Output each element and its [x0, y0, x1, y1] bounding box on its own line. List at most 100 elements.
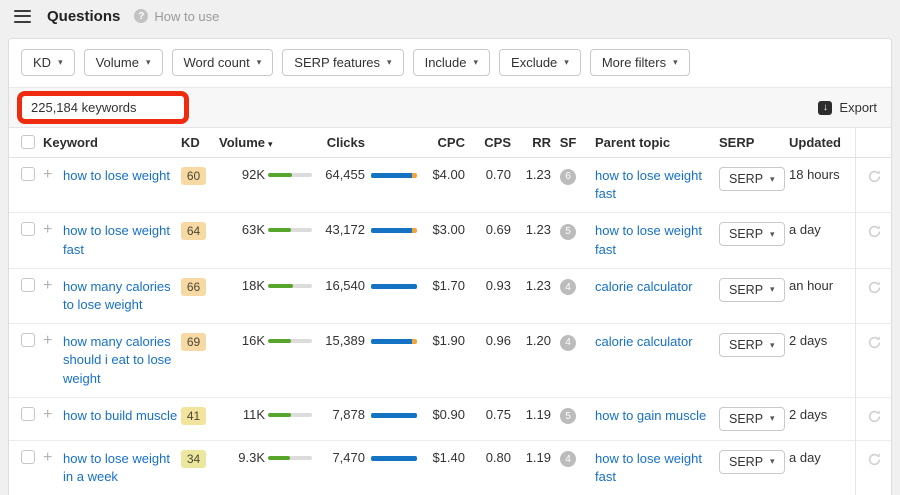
add-to-list-icon[interactable]: + — [43, 448, 53, 466]
volume-value: 11K — [219, 397, 265, 441]
volume-value: 18K — [219, 268, 265, 325]
keyword-link[interactable]: how many calories should i eat to lose w… — [63, 334, 172, 386]
download-icon: ↓ — [818, 100, 833, 115]
table-header-row: Keyword KD Volume ▾ Clicks CPC CPS RR SF … — [9, 128, 891, 158]
clicks-bar — [371, 412, 417, 418]
chevron-down-icon: ▾ — [387, 57, 392, 67]
serp-dropdown[interactable]: SERP ▾ — [719, 277, 785, 302]
refresh-icon[interactable] — [867, 409, 882, 427]
refresh-icon[interactable] — [867, 169, 882, 187]
col-updated[interactable]: Updated — [789, 128, 855, 158]
filter-word-count[interactable]: Word count ▾ — [171, 49, 274, 76]
volume-bar — [268, 339, 312, 344]
filter-kd[interactable]: KD ▾ — [21, 49, 75, 76]
cps-value: 0.75 — [465, 397, 511, 441]
refresh-icon[interactable] — [867, 224, 882, 242]
rr-value: 1.23 — [511, 268, 551, 325]
keyword-link[interactable]: how to lose weight — [63, 168, 170, 183]
add-to-list-icon[interactable]: + — [43, 276, 53, 294]
how-to-use-link[interactable]: ? How to use — [134, 9, 219, 24]
row-checkbox[interactable] — [21, 449, 35, 464]
add-to-list-icon[interactable]: + — [43, 221, 53, 239]
volume-value: 92K — [219, 157, 265, 214]
col-cps[interactable]: CPS — [465, 128, 511, 158]
row-checkbox[interactable] — [21, 277, 35, 292]
col-keyword[interactable]: Keyword — [43, 128, 181, 158]
rr-value: 1.23 — [511, 212, 551, 269]
export-button[interactable]: ↓ Export — [818, 100, 877, 115]
serp-dropdown[interactable]: SERP ▾ — [719, 167, 785, 191]
volume-bar — [268, 283, 312, 288]
row-checkbox[interactable] — [21, 406, 35, 421]
menu-icon[interactable] — [14, 9, 31, 23]
chevron-down-icon: ▾ — [770, 339, 775, 350]
row-checkbox[interactable] — [21, 167, 35, 181]
chevron-down-icon: ▾ — [770, 456, 775, 467]
serp-dropdown[interactable]: SERP ▾ — [719, 449, 785, 474]
cpc-value: $1.70 — [423, 268, 465, 325]
chevron-down-icon: ▾ — [256, 57, 262, 67]
refresh-icon[interactable] — [867, 280, 882, 298]
filter-exclude[interactable]: Exclude ▾ — [499, 49, 581, 76]
cps-value: 0.96 — [465, 323, 511, 398]
keyword-link[interactable]: how to lose weight in a week — [63, 450, 170, 484]
refresh-icon[interactable] — [867, 452, 882, 470]
clicks-bar — [371, 173, 417, 178]
serp-features-badge: 4 — [560, 279, 576, 296]
chevron-down-icon: ▾ — [673, 57, 678, 67]
rr-value: 1.19 — [511, 440, 551, 495]
chevron-down-icon: ▾ — [145, 57, 151, 67]
clicks-bar — [371, 283, 417, 289]
parent-topic-link[interactable]: how to lose weight fast — [595, 168, 702, 202]
parent-topic-link[interactable]: how to lose weight fast — [595, 223, 702, 257]
add-to-list-icon[interactable]: + — [43, 405, 53, 423]
results-toolbar: 225,184 keywords ↓ Export — [9, 87, 891, 128]
row-checkbox[interactable] — [21, 333, 35, 348]
col-clicks[interactable]: Clicks — [315, 128, 365, 158]
clicks-value: 15,389 — [315, 323, 365, 398]
col-rr[interactable]: RR — [511, 128, 551, 158]
keywords-table: Keyword KD Volume ▾ Clicks CPC CPS RR SF … — [9, 128, 891, 495]
parent-topic-link[interactable]: how to gain muscle — [595, 407, 707, 423]
select-all-checkbox[interactable] — [21, 135, 35, 149]
serp-dropdown[interactable]: SERP ▾ — [719, 406, 785, 431]
col-volume[interactable]: Volume ▾ — [219, 128, 315, 158]
refresh-icon[interactable] — [867, 335, 882, 353]
parent-topic-link[interactable]: calorie calculator — [595, 334, 693, 350]
keyword-link[interactable]: how many calories to lose weight — [63, 278, 171, 312]
updated-value: 2 days — [789, 397, 855, 441]
add-to-list-icon[interactable]: + — [43, 332, 53, 350]
filter-more-filters[interactable]: More filters ▾ — [589, 49, 690, 76]
filter-volume[interactable]: Volume ▾ — [83, 49, 163, 76]
col-parent-topic[interactable]: Parent topic — [585, 128, 719, 158]
serp-features-badge: 5 — [560, 223, 576, 240]
serp-dropdown[interactable]: SERP ▾ — [719, 222, 785, 247]
clicks-value: 16,540 — [315, 268, 365, 325]
serp-dropdown[interactable]: SERP ▾ — [719, 333, 785, 358]
volume-value: 9.3K — [219, 440, 265, 495]
parent-topic-link[interactable]: calorie calculator — [595, 278, 693, 294]
col-sf[interactable]: SF — [551, 128, 585, 158]
rr-value: 1.20 — [511, 323, 551, 398]
clicks-value: 64,455 — [315, 157, 365, 214]
clicks-value: 7,878 — [315, 397, 365, 441]
cpc-value: $0.90 — [423, 397, 465, 441]
rr-value: 1.23 — [511, 157, 551, 214]
col-kd[interactable]: KD — [181, 128, 219, 158]
kd-badge: 41 — [181, 406, 206, 425]
results-card: KD ▾ Volume ▾ Word count ▾ SERP features… — [8, 38, 892, 495]
rr-value: 1.19 — [511, 397, 551, 441]
keyword-link[interactable]: how to lose weight fast — [63, 223, 170, 257]
volume-bar — [268, 228, 312, 233]
add-to-list-icon[interactable]: + — [43, 166, 53, 183]
filter-serp-features[interactable]: SERP features ▾ — [282, 49, 404, 76]
parent-topic-link[interactable]: how to lose weight fast — [595, 450, 702, 484]
clicks-value: 7,470 — [315, 440, 365, 495]
cps-value: 0.93 — [465, 268, 511, 325]
keyword-link[interactable]: how to build muscle — [63, 407, 178, 423]
filter-include[interactable]: Include ▾ — [412, 49, 491, 76]
col-cpc[interactable]: CPC — [423, 128, 465, 158]
cpc-value: $4.00 — [423, 157, 465, 214]
annotation-highlight: 225,184 keywords — [17, 91, 189, 124]
row-checkbox[interactable] — [21, 222, 35, 237]
